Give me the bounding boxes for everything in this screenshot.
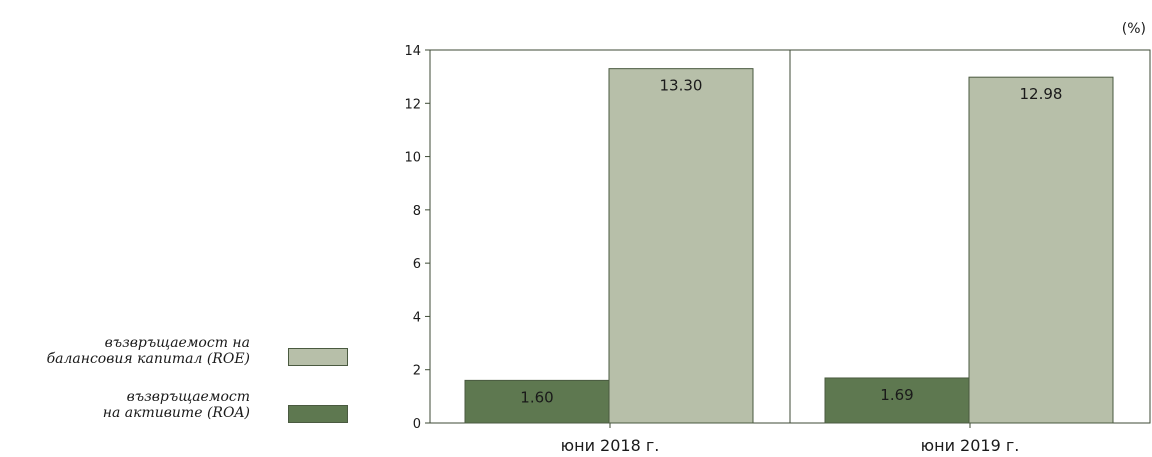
- x-category-label: юни 2018 г.: [561, 436, 660, 455]
- data-label: 12.98: [1020, 85, 1063, 103]
- legend-roa-line1: възвръщаемост: [126, 389, 250, 405]
- y-tick-label: 12: [404, 97, 421, 112]
- legend-roa-line2: на активите (ROA): [102, 405, 250, 421]
- data-label: 13.30: [660, 77, 703, 95]
- legend: възвръщаемост на балансовия капитал (ROE…: [40, 335, 360, 443]
- y-tick-label: 10: [404, 151, 421, 166]
- y-tick-label: 2: [413, 364, 421, 379]
- legend-label-roe: възвръщаемост на балансовия капитал (ROE…: [47, 335, 250, 367]
- legend-roe-line1: възвръщаемост на: [104, 335, 250, 351]
- legend-swatch-roa: [288, 405, 348, 423]
- legend-roe-line2: балансовия капитал (ROE): [46, 351, 250, 367]
- y-tick-label: 6: [413, 257, 421, 272]
- plot-area: 0 2 4 6 8 10 12 14 1.60 13.30 юни 2018 г. 1.69 12.98…: [404, 44, 1151, 455]
- y-tick-label: 4: [413, 310, 421, 325]
- y-tick-label: 14: [404, 44, 421, 59]
- y-tick-label: 0: [413, 417, 421, 432]
- x-category-label: юни 2019 г.: [921, 436, 1020, 455]
- bar: [608, 68, 754, 424]
- data-label: 1.69: [880, 386, 913, 404]
- bar: [968, 76, 1114, 424]
- legend-item-roe: възвръщаемост на балансовия капитал (ROE…: [40, 335, 360, 375]
- legend-swatch-roe: [288, 348, 348, 366]
- data-label: 1.60: [520, 388, 553, 406]
- legend-item-roa: възвръщаемост на активите (ROA): [40, 389, 360, 429]
- y-tick-label: 8: [413, 204, 421, 219]
- legend-label-roa: възвръщаемост на активите (ROA): [103, 389, 250, 421]
- unit-label: (%): [1122, 21, 1146, 37]
